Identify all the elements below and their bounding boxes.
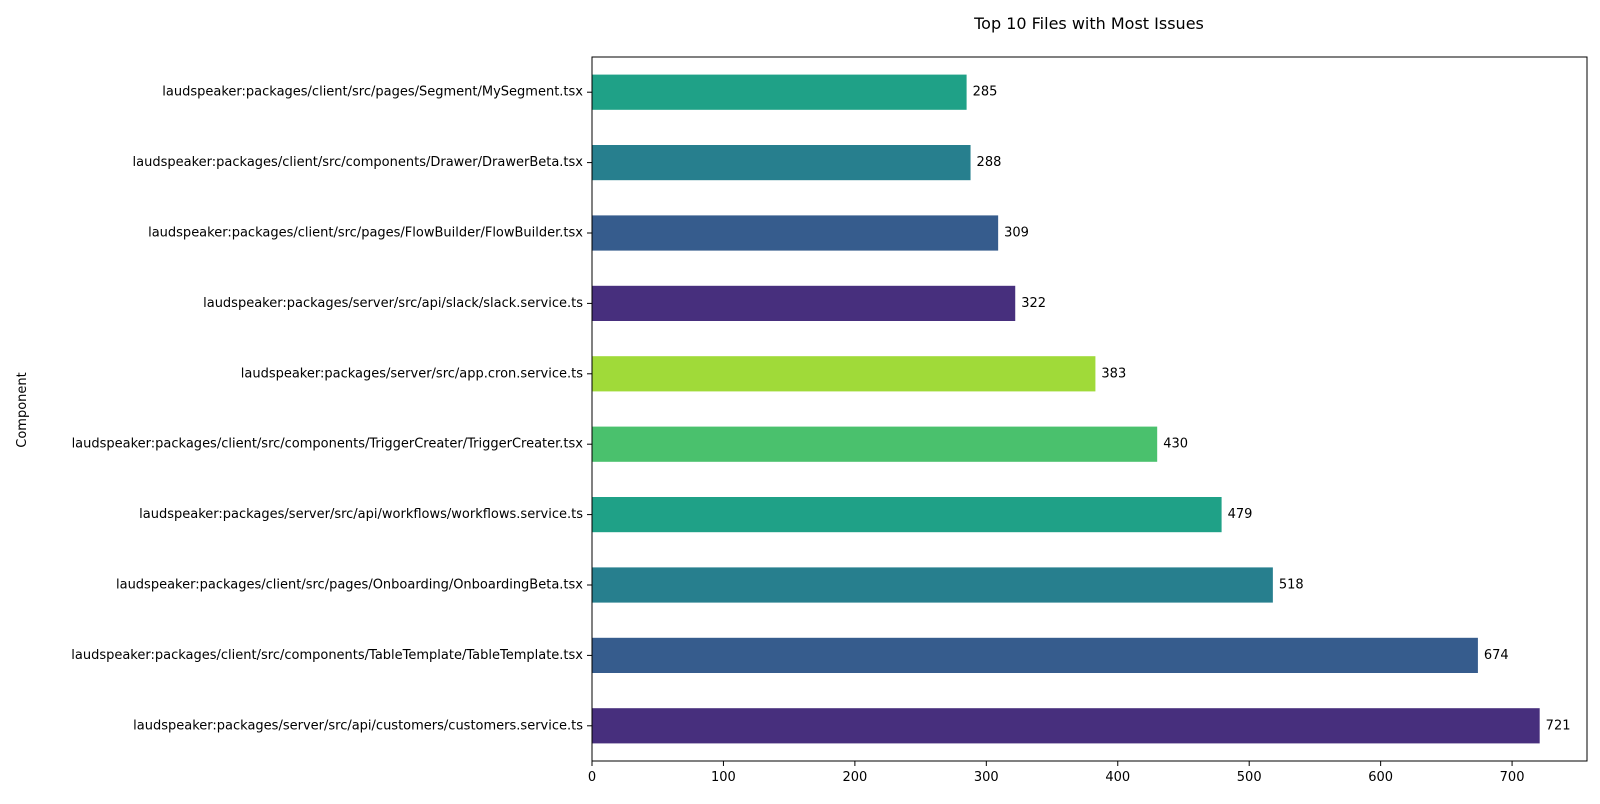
- bar-value-label: 479: [1228, 507, 1253, 522]
- bar: [592, 145, 971, 181]
- y-tick-label: laudspeaker:packages/server/src/api/work…: [139, 507, 583, 522]
- x-tick-label: 200: [842, 770, 867, 785]
- bar-value-label: 674: [1484, 648, 1509, 663]
- chart-title: Top 10 Files with Most Issues: [973, 14, 1204, 33]
- y-axis-label: Component: [15, 372, 30, 447]
- bars-layer: 721 674 518 479 430 383 322 309 288 285: [592, 74, 1571, 744]
- y-tick-label: laudspeaker:packages/client/src/componen…: [71, 648, 583, 663]
- y-tick-label: laudspeaker:packages/server/src/api/slac…: [203, 296, 583, 311]
- x-tick-label: 500: [1237, 770, 1262, 785]
- y-tick-label: laudspeaker:packages/client/src/pages/On…: [116, 578, 583, 593]
- bar-value-label: 309: [1004, 226, 1029, 241]
- bar-value-label: 322: [1021, 296, 1046, 311]
- bar: [592, 285, 1016, 321]
- x-axis: 0 100 200 300 400 500 600 700: [588, 761, 1525, 785]
- y-tick-label: laudspeaker:packages/client/src/componen…: [72, 437, 584, 452]
- bar: [592, 74, 967, 110]
- y-tick-label: laudspeaker:packages/client/src/pages/Fl…: [148, 226, 583, 241]
- bar-value-label: 721: [1546, 718, 1571, 733]
- x-tick-label: 400: [1105, 770, 1130, 785]
- x-tick-label: 700: [1500, 770, 1525, 785]
- x-tick-label: 100: [711, 770, 736, 785]
- bar-value-label: 383: [1101, 366, 1126, 381]
- y-axis: laudspeaker:packages/server/src/api/cust…: [71, 85, 592, 733]
- bar-value-label: 430: [1163, 437, 1188, 452]
- bar: [592, 356, 1096, 392]
- x-tick-label: 300: [974, 770, 999, 785]
- bar-value-label: 518: [1279, 578, 1304, 593]
- y-tick-label: laudspeaker:packages/server/src/api/cust…: [133, 718, 583, 733]
- bar: [592, 426, 1158, 462]
- bar: [592, 497, 1222, 533]
- y-tick-label: laudspeaker:packages/client/src/pages/Se…: [162, 85, 583, 100]
- bar: [592, 708, 1540, 744]
- y-tick-label: laudspeaker:packages/server/src/app.cron…: [241, 366, 583, 381]
- plot-frame: [591, 56, 1588, 762]
- bar: [592, 567, 1273, 603]
- bar: [592, 215, 999, 251]
- bar-value-label: 285: [973, 85, 998, 100]
- bar-value-label: 288: [977, 155, 1002, 170]
- x-tick-label: 0: [588, 770, 596, 785]
- x-tick-label: 600: [1368, 770, 1393, 785]
- bar: [592, 637, 1478, 673]
- y-tick-label: laudspeaker:packages/client/src/componen…: [133, 155, 584, 170]
